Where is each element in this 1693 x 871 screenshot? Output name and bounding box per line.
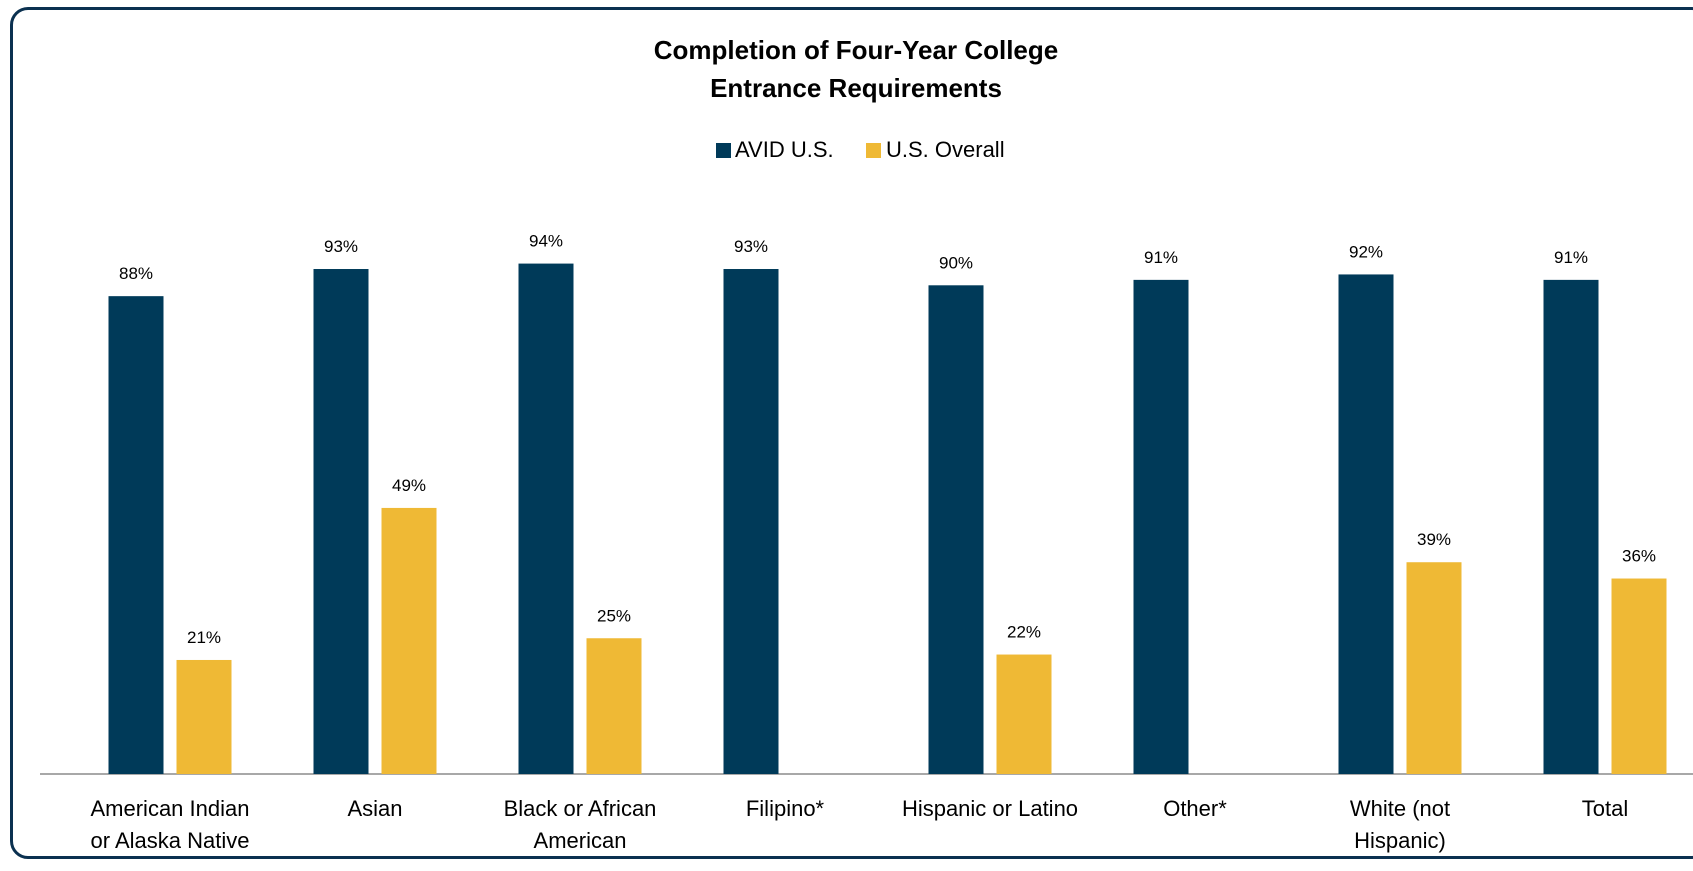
bar-avid-4 (723, 269, 779, 774)
bar-us-overall-7 (1406, 562, 1462, 774)
data-label-avid-6: 91% (1144, 248, 1178, 267)
data-label-avid-3: 94% (529, 232, 563, 251)
legend-label-2: U.S. Overall (886, 137, 1005, 162)
bar-us-overall-3 (586, 638, 642, 774)
bar-avid-8 (1543, 279, 1599, 774)
bar-avid-6 (1133, 279, 1189, 774)
category-label-3-line-2: American (534, 828, 627, 853)
category-label-1-line-2: or Alaska Native (91, 828, 250, 853)
bar-us-overall-8 (1611, 578, 1667, 774)
category-label-2-line-1: Asian (347, 796, 402, 821)
chart-title-line-1: Completion of Four-Year College (654, 35, 1058, 65)
bar-us-overall-2 (381, 507, 437, 774)
category-label-5-line-1: Hispanic or Latino (902, 796, 1078, 821)
data-label-us-overall-1: 21% (187, 628, 221, 647)
data-label-avid-2: 93% (324, 237, 358, 256)
category-label-8-line-1: Total (1582, 796, 1628, 821)
data-label-us-overall-5: 22% (1007, 623, 1041, 642)
data-label-us-overall-2: 49% (392, 476, 426, 495)
category-label-4-line-1: Filipino* (746, 796, 825, 821)
legend-swatch-1 (716, 143, 731, 158)
data-label-avid-7: 92% (1349, 242, 1383, 261)
bar-us-overall-1 (176, 659, 232, 774)
category-label-3-line-1: Black or African (504, 796, 657, 821)
category-label-7-line-2: Hispanic) (1354, 828, 1446, 853)
data-label-avid-4: 93% (734, 237, 768, 256)
legend-swatch-2 (866, 143, 881, 158)
category-label-6-line-1: Other* (1163, 796, 1227, 821)
chart-title-line-2: Entrance Requirements (710, 73, 1002, 103)
data-label-avid-5: 90% (939, 253, 973, 272)
category-label-1-line-1: American Indian (91, 796, 250, 821)
bar-avid-7 (1338, 274, 1394, 774)
bar-avid-2 (313, 269, 369, 774)
bar-avid-5 (928, 285, 984, 774)
category-label-7-line-1: White (not (1350, 796, 1450, 821)
data-label-us-overall-3: 25% (597, 606, 631, 625)
data-label-avid-1: 88% (119, 264, 153, 283)
bar-avid-1 (108, 296, 164, 774)
bar-avid-3 (518, 263, 574, 774)
legend-label-1: AVID U.S. (735, 137, 834, 162)
data-label-us-overall-7: 39% (1417, 530, 1451, 549)
bar-us-overall-5 (996, 654, 1052, 774)
data-label-us-overall-8: 36% (1622, 547, 1656, 566)
data-label-avid-8: 91% (1554, 248, 1588, 267)
